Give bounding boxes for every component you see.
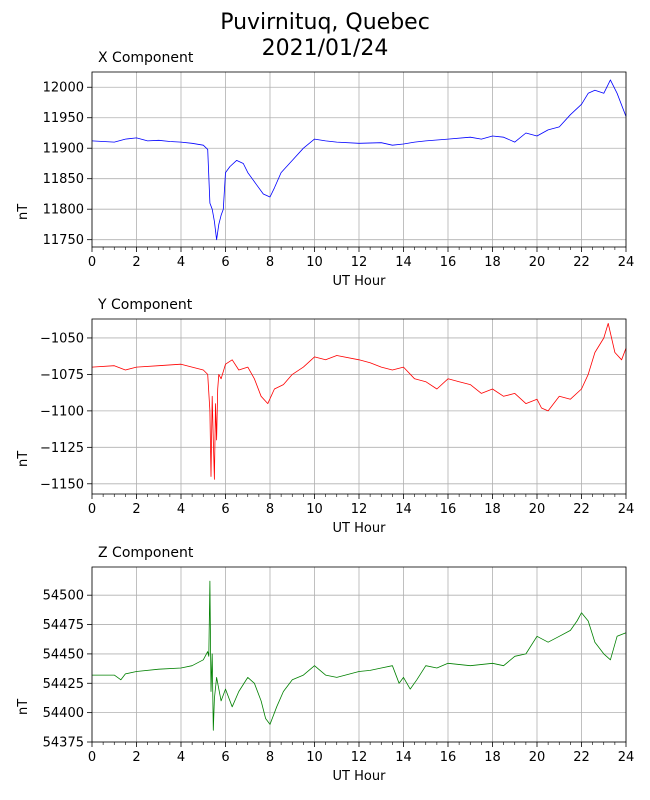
x-tick-label: 2 [132, 502, 140, 517]
x-tick-label: 4 [177, 255, 185, 270]
y-tick-label: 11900 [43, 142, 84, 157]
data-series-line [91, 322, 627, 480]
x-tick-label: 0 [88, 750, 96, 765]
x-tick-label: 20 [529, 255, 546, 270]
y-tick-label: 54425 [43, 677, 84, 692]
x-tick-label: 6 [221, 750, 229, 765]
data-series-line [92, 580, 627, 731]
y-axis-label: nT [16, 450, 31, 467]
y-tick-label: 54450 [43, 647, 84, 662]
z-component-chart: 0 2 4 6 8 10 12 14 16 18 20 22 245437554400544255445… [43, 566, 635, 765]
x-tick-label: 18 [484, 502, 501, 517]
y-tick-label: −1150 [40, 477, 84, 492]
y-tick-label: 11950 [43, 111, 84, 126]
y-component-panel: Y Component 0 2 4 6 8 10 12 14 16 18 20 22 24 −1050 −1… [0, 297, 650, 537]
x-tick-label: 4 [177, 502, 185, 517]
x-tick-label: 12 [351, 255, 368, 270]
y-tick-label: 54375 [43, 736, 84, 751]
z-component-panel: Z Component 0 2 4 6 8 10 12 14 16 18 20 22 24 54375 54… [0, 545, 650, 785]
x-tick-label: 22 [573, 750, 590, 765]
panel-title: Z Component [98, 545, 194, 561]
x-tick-label: 14 [395, 502, 412, 517]
x-tick-label: 6 [221, 502, 229, 517]
x-tick-label: 24 [618, 502, 635, 517]
x-tick-label: 2 [132, 750, 140, 765]
y-tick-label: 54475 [43, 618, 84, 633]
x-tick-label: 10 [306, 255, 323, 270]
x-tick-label: 12 [351, 502, 368, 517]
y-tick-label: −1050 [40, 331, 84, 346]
x-tick-label: 16 [440, 255, 457, 270]
x-tick-label: 8 [266, 750, 274, 765]
x-tick-label: 12 [351, 750, 368, 765]
x-tick-label: 16 [440, 502, 457, 517]
x-axis-label: UT Hour [332, 521, 386, 536]
x-tick-label: 18 [484, 255, 501, 270]
x-tick-label: 22 [573, 255, 590, 270]
y-axis-label: nT [16, 203, 31, 220]
x-tick-label: 18 [484, 750, 501, 765]
x-tick-label: 0 [88, 502, 96, 517]
figure-title-line2: 2021/01/24 [261, 36, 389, 61]
y-tick-label: 12000 [43, 81, 84, 96]
x-tick-label: 24 [618, 750, 635, 765]
y-component-chart: 0 2 4 6 8 10 12 14 16 18 20 22 24−1050−1075−1100−112… [40, 318, 635, 517]
x-tick-label: 6 [221, 255, 229, 270]
x-tick-label: 8 [266, 502, 274, 517]
x-tick-label: 2 [132, 255, 140, 270]
x-tick-label: 20 [529, 750, 546, 765]
x-tick-label: 0 [88, 255, 96, 270]
y-axis-label: nT [16, 698, 31, 715]
y-tick-label: −1075 [40, 368, 84, 383]
x-tick-label: 10 [306, 502, 323, 517]
x-axis-label: UT Hour [332, 274, 386, 289]
y-tick-label: 54400 [43, 706, 84, 721]
y-tick-label: 54500 [43, 589, 84, 604]
panel-title: X Component [98, 50, 194, 66]
y-tick-label: −1125 [40, 441, 84, 456]
figure-title: Puvirnituq, Quebec 2021/01/24 [0, 10, 650, 62]
x-component-chart: 0 2 4 6 8 10 12 14 16 18 20 22 241175011800118501190… [43, 71, 635, 270]
data-series-line [91, 79, 627, 241]
x-tick-label: 22 [573, 502, 590, 517]
x-component-panel: X Component 0 2 4 6 8 10 12 14 16 18 20 22 24 11750 11… [0, 50, 650, 290]
x-tick-label: 16 [440, 750, 457, 765]
x-tick-label: 14 [395, 255, 412, 270]
x-tick-label: 4 [177, 750, 185, 765]
panel-title: Y Component [98, 297, 193, 313]
x-tick-label: 20 [529, 502, 546, 517]
figure-title-line1: Puvirnituq, Quebec [220, 10, 430, 35]
x-tick-label: 14 [395, 750, 412, 765]
y-tick-label: 11750 [43, 233, 84, 248]
y-tick-label: 11800 [43, 203, 84, 218]
x-axis-label: UT Hour [332, 769, 386, 784]
x-tick-label: 10 [306, 750, 323, 765]
y-tick-label: −1100 [40, 404, 84, 419]
x-tick-label: 8 [266, 255, 274, 270]
y-tick-label: 11850 [43, 172, 84, 187]
x-tick-label: 24 [618, 255, 635, 270]
